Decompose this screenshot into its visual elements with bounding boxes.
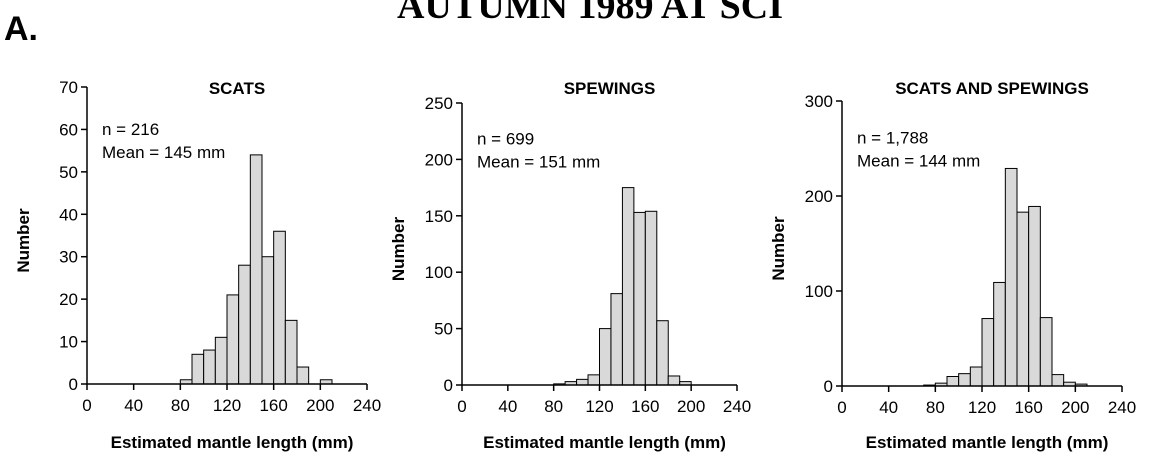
x-axis-label: Estimated mantle length (mm) xyxy=(483,433,726,452)
bar xyxy=(191,353,205,385)
bar xyxy=(958,373,971,387)
x-tick-label: 200 xyxy=(306,396,334,415)
y-tick-label: 100 xyxy=(805,282,833,301)
x-tick-label: 200 xyxy=(677,397,705,416)
annotation: n = 699 xyxy=(477,130,534,149)
x-tick-label: 240 xyxy=(723,397,751,416)
y-tick-label: 70 xyxy=(59,78,78,97)
x-tick-label: 120 xyxy=(213,396,241,415)
y-tick-label: 250 xyxy=(425,94,453,113)
y-tick-label: 0 xyxy=(444,376,453,395)
bar xyxy=(633,211,646,386)
bar xyxy=(249,154,263,385)
annotation: n = 216 xyxy=(102,120,159,139)
bar xyxy=(296,366,310,385)
x-tick-label: 120 xyxy=(968,398,996,417)
y-tick-label: 50 xyxy=(59,163,78,182)
bar xyxy=(981,318,995,387)
x-tick-label: 160 xyxy=(631,397,659,416)
x-tick-label: 80 xyxy=(171,396,190,415)
bar xyxy=(599,328,612,386)
bar xyxy=(284,319,298,385)
bar xyxy=(226,294,240,385)
bar xyxy=(993,281,1006,387)
x-axis-label: Estimated mantle length (mm) xyxy=(111,433,354,452)
y-tick-label: 300 xyxy=(805,92,833,111)
y-tick-label: 10 xyxy=(59,333,78,352)
bar xyxy=(576,378,589,386)
y-tick-label: 20 xyxy=(59,290,78,309)
figure-title: AUTUMN 1989 AT SCI xyxy=(397,0,783,27)
bar xyxy=(1016,211,1030,387)
y-tick-label: 50 xyxy=(434,320,453,339)
bar xyxy=(969,366,983,387)
x-tick-label: 120 xyxy=(585,397,613,416)
panel-label: A. xyxy=(4,10,38,48)
bar xyxy=(587,374,601,386)
bar xyxy=(261,256,275,385)
bar xyxy=(214,336,228,385)
y-tick-label: 0 xyxy=(824,377,833,396)
bar xyxy=(644,210,658,386)
bar xyxy=(610,293,623,386)
x-tick-label: 40 xyxy=(498,397,517,416)
x-tick-label: 80 xyxy=(926,398,945,417)
y-tick-label: 100 xyxy=(425,263,453,282)
y-tick-label: 200 xyxy=(425,150,453,169)
y-axis-label: Number xyxy=(14,208,33,273)
bar xyxy=(1039,317,1053,387)
y-tick-label: 30 xyxy=(59,248,78,267)
x-tick-label: 0 xyxy=(837,398,846,417)
y-tick-label: 0 xyxy=(69,375,78,394)
bar xyxy=(1004,167,1018,387)
x-tick-label: 80 xyxy=(544,397,563,416)
x-tick-label: 0 xyxy=(82,396,91,415)
x-tick-label: 160 xyxy=(1014,398,1042,417)
y-axis-label: Number xyxy=(769,216,788,281)
chart-title: SCATS xyxy=(209,79,265,98)
annotation: Mean = 145 mm xyxy=(102,143,225,162)
x-tick-label: 200 xyxy=(1061,398,1089,417)
chart-title: SCATS AND SPEWINGS xyxy=(895,79,1089,98)
bar xyxy=(667,375,681,386)
x-tick-label: 0 xyxy=(457,397,466,416)
bar xyxy=(1051,374,1065,387)
y-tick-label: 60 xyxy=(59,120,78,139)
x-tick-label: 40 xyxy=(879,398,898,417)
annotation: Mean = 151 mm xyxy=(477,153,600,172)
bar xyxy=(238,264,251,385)
bar xyxy=(273,230,286,385)
x-tick-label: 160 xyxy=(259,396,287,415)
annotation: n = 1,788 xyxy=(857,128,928,147)
x-tick-label: 40 xyxy=(124,396,143,415)
annotation: Mean = 144 mm xyxy=(857,151,980,170)
bar xyxy=(656,320,669,386)
chart-title: SPEWINGS xyxy=(564,79,656,98)
bar xyxy=(203,349,216,385)
y-tick-label: 200 xyxy=(805,187,833,206)
bar xyxy=(946,376,960,387)
y-axis-label: Number xyxy=(389,217,408,282)
y-tick-label: 40 xyxy=(59,205,78,224)
bar xyxy=(1028,205,1041,387)
y-tick-label: 150 xyxy=(425,207,453,226)
x-tick-label: 240 xyxy=(353,396,381,415)
bar xyxy=(621,187,635,386)
x-axis-label: Estimated mantle length (mm) xyxy=(866,433,1109,452)
x-tick-label: 240 xyxy=(1108,398,1136,417)
